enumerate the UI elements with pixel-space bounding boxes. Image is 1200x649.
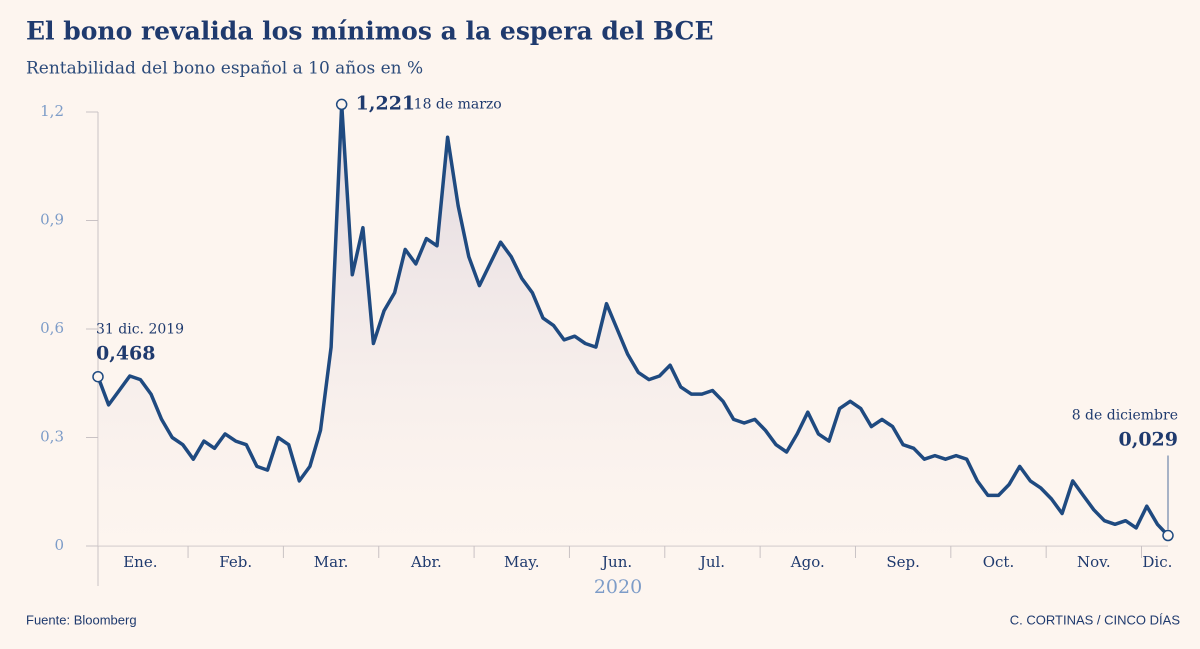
x-tick-label: Mar. bbox=[314, 553, 349, 571]
line bbox=[96, 102, 1170, 537]
annotation: 8 de diciembre bbox=[1072, 408, 1178, 424]
source: Fuente: Bloomberg bbox=[26, 612, 137, 627]
x-tick-label: May. bbox=[504, 553, 540, 571]
x-tick-label: Oct. bbox=[983, 553, 1015, 571]
marker bbox=[1162, 529, 1174, 542]
x-tick-label: Nov. bbox=[1077, 553, 1111, 571]
marker bbox=[335, 98, 348, 111]
x-tick-label: Jun. bbox=[600, 553, 632, 571]
y-tick-label: 0 bbox=[54, 536, 64, 554]
x-tick-label: Feb. bbox=[219, 553, 252, 571]
annotation: 31 dic. 2019 bbox=[96, 322, 184, 338]
annotation: 18 de marzo bbox=[414, 96, 502, 112]
marker bbox=[92, 370, 104, 383]
x-tick-label: Jul. bbox=[698, 553, 725, 571]
chart-subtitle: Rentabilidad del bono español a 10 años … bbox=[26, 59, 423, 79]
value-label: 0,029 bbox=[1119, 429, 1179, 451]
y-tick-label: 0,3 bbox=[40, 428, 64, 446]
x-tick-label: Dic. bbox=[1142, 553, 1172, 571]
y-tick-label: 0,9 bbox=[40, 211, 64, 229]
x-tick-label: Ago. bbox=[790, 553, 825, 571]
x-tick-label: Ene. bbox=[123, 553, 157, 571]
area-fill bbox=[98, 104, 1168, 547]
credit: C. CORTINAS / CINCO DÍAS bbox=[1010, 612, 1181, 627]
x-tick-label: Sep. bbox=[886, 553, 920, 571]
y-tick-label: 1,2 bbox=[40, 102, 64, 120]
value-label: 0,468 bbox=[96, 343, 156, 365]
chart-title: El bono revalida los mínimos a la espera… bbox=[26, 17, 714, 46]
value-label: 1,221 bbox=[356, 92, 416, 114]
x-axis-label: 2020 bbox=[594, 576, 642, 598]
x-tick-label: Abr. bbox=[410, 553, 442, 571]
y-tick-label: 0,6 bbox=[40, 319, 64, 337]
